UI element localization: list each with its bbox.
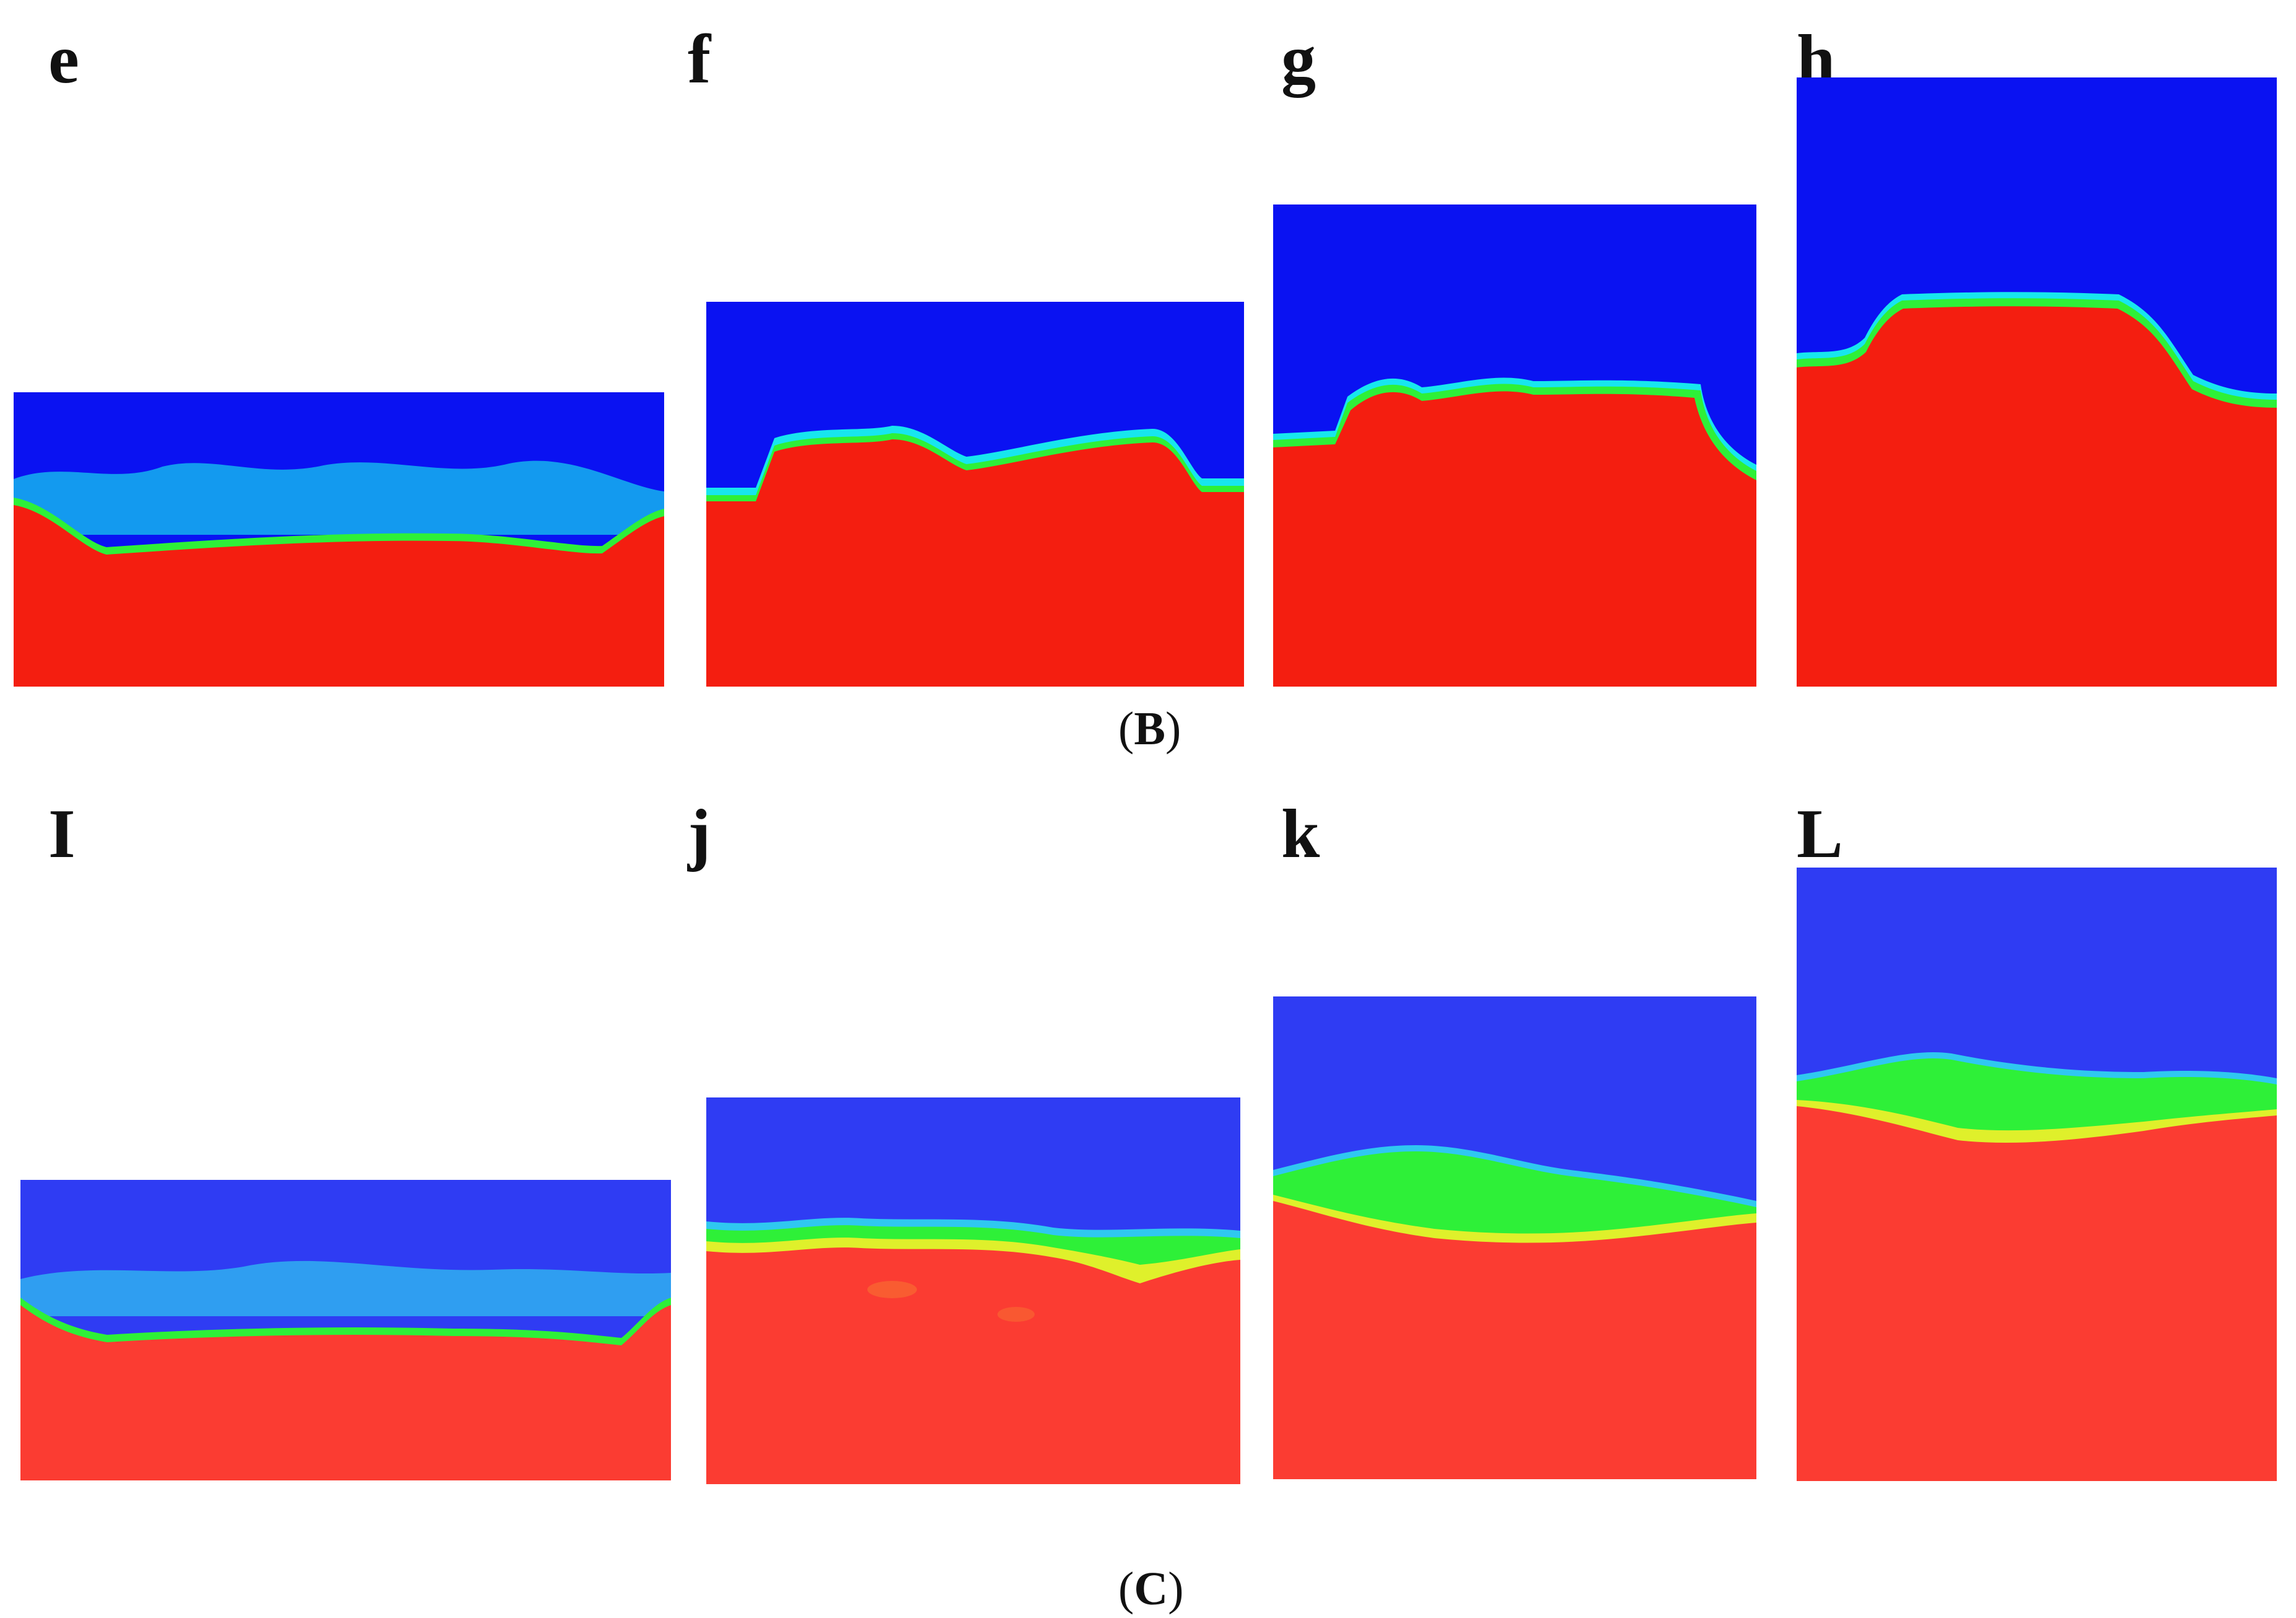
simulation-panel-h <box>1797 77 2277 687</box>
caption-row-c: (C) <box>1118 1563 1184 1615</box>
panel-label-e: e <box>48 21 79 98</box>
panel-label-f: f <box>688 21 711 98</box>
caption-row-c-letter: C <box>1134 1563 1168 1615</box>
simulation-panel-L <box>1797 868 2277 1481</box>
panel-label-k: k <box>1281 796 1320 873</box>
simulation-panel-f <box>706 302 1244 687</box>
caption-row-b-letter: B <box>1134 703 1166 755</box>
simulation-panel-e <box>14 392 664 687</box>
simulation-panel-g <box>1273 204 1756 687</box>
panel-label-j: j <box>688 796 711 873</box>
caption-row-b: (B) <box>1118 703 1181 755</box>
panel-label-I: I <box>48 796 76 873</box>
panel-label-g: g <box>1281 21 1316 98</box>
simulation-panel-j <box>706 1097 1240 1484</box>
panel-label-L: L <box>1797 796 1843 873</box>
simulation-panel-k <box>1273 996 1756 1479</box>
simulation-panel-I <box>20 1180 671 1480</box>
